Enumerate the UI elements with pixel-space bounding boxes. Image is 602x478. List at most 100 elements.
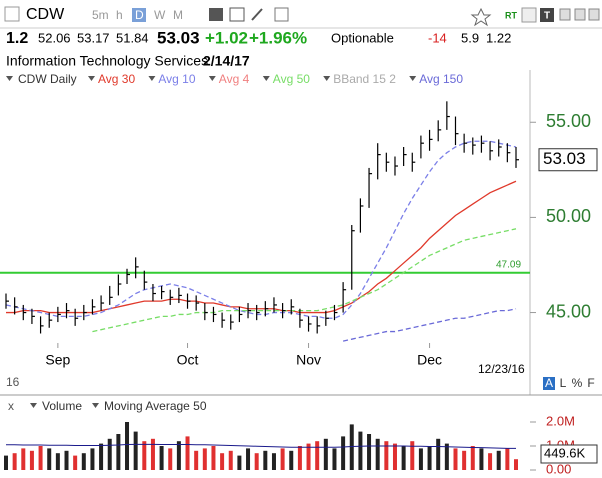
volume-bar	[159, 446, 164, 470]
volume-bar	[297, 446, 302, 470]
y-tick-label: 2.0M	[546, 413, 575, 428]
legend-entry: BBand 15 2	[333, 72, 396, 86]
volume-bar	[436, 438, 441, 470]
price-tag-label: 53.03	[543, 149, 586, 168]
ma-line	[6, 180, 517, 314]
bar-icon[interactable]	[209, 8, 223, 21]
interval[interactable]: 5m	[92, 8, 109, 22]
legend-arrow	[88, 76, 95, 81]
legend-arrow	[6, 76, 13, 81]
flag: F	[587, 376, 594, 390]
volume-bar	[176, 441, 181, 470]
volume-bar	[194, 450, 199, 470]
legend-entry: Avg 150	[419, 72, 463, 86]
legend-arrow	[262, 76, 270, 81]
flag: A	[545, 376, 553, 390]
ma-line	[92, 228, 517, 333]
legend-entry: Moving Average 50	[104, 399, 207, 413]
quote-field: 52.06	[38, 30, 71, 45]
interval[interactable]: W	[154, 8, 166, 22]
zoom-icon[interactable]	[521, 7, 537, 23]
quote-field: 51.84	[116, 30, 149, 45]
t-icon[interactable]: T	[544, 11, 550, 22]
volume-bar	[55, 453, 60, 470]
rt-icon[interactable]: RT	[505, 10, 517, 20]
legend-bg	[0, 70, 530, 90]
checkbox[interactable]	[4, 6, 20, 22]
volume-bar	[125, 422, 130, 470]
grid-icon[interactable]	[229, 7, 245, 22]
close-icon[interactable]	[588, 8, 600, 21]
x-tick-label: Sep	[45, 352, 70, 368]
volume-bar	[133, 431, 138, 470]
volume-bar	[220, 453, 225, 470]
volume-bar	[358, 431, 363, 470]
volume-bar	[427, 446, 432, 470]
legend-arrow	[208, 76, 216, 81]
volume-ma	[6, 443, 516, 449]
quote-field: 53.03	[157, 28, 200, 47]
symbol[interactable]: CDW	[26, 6, 65, 23]
quote-field: +1.02	[205, 28, 248, 47]
flag-box	[543, 377, 555, 390]
ma-line	[342, 308, 517, 342]
legend-entry: Avg 4	[219, 72, 250, 86]
minimize-icon[interactable]	[559, 8, 571, 21]
volume-bar	[488, 453, 493, 470]
volume-bar	[470, 446, 475, 470]
flag: L	[560, 376, 567, 390]
star-icon[interactable]	[470, 7, 492, 27]
t-box[interactable]	[540, 8, 554, 22]
volume-bar	[185, 436, 190, 470]
volume-bar	[99, 443, 104, 470]
volume-bar	[47, 448, 52, 470]
interval[interactable]: D	[135, 8, 144, 22]
pen-icon[interactable]	[251, 8, 263, 21]
interval[interactable]: M	[173, 8, 183, 22]
volume-bar	[202, 448, 207, 470]
volume-bar	[271, 453, 276, 470]
legend-arrow	[409, 76, 417, 81]
year-fragment: 16	[6, 375, 20, 389]
volume-bar	[418, 448, 423, 470]
x-tick-label: Dec	[417, 352, 442, 368]
flag: %	[572, 376, 583, 390]
legend-arrow	[148, 76, 156, 81]
interval[interactable]: h	[116, 8, 123, 22]
close-panel[interactable]: x	[8, 399, 14, 413]
industry: Information Technology Services	[6, 53, 208, 69]
legend-arrow	[323, 76, 331, 81]
y-tick-label: 45.00	[546, 301, 591, 321]
volume-bar	[168, 448, 173, 470]
legend-entry: Avg 50	[273, 72, 310, 86]
maximize-icon[interactable]	[574, 8, 586, 21]
x-tick-label: Oct	[177, 352, 199, 368]
volume-bar	[462, 450, 467, 470]
volume-bar	[81, 453, 86, 470]
legend-arrow	[92, 403, 99, 408]
volume-bar	[107, 438, 112, 470]
volume-bar	[306, 443, 311, 470]
volume-bar	[401, 446, 406, 470]
volume-bar	[142, 441, 147, 470]
volume-bar	[289, 450, 294, 470]
volume-bar	[444, 443, 449, 470]
legend-arrow	[30, 403, 37, 408]
price-tag	[538, 148, 598, 172]
volume-bar	[29, 450, 34, 470]
y-tick-label: 55.00	[546, 111, 591, 131]
sheet-icon[interactable]	[274, 7, 289, 22]
volume-bar	[496, 450, 501, 470]
volume-bar	[228, 450, 233, 470]
quote-field: 1.2	[6, 30, 28, 47]
volume-bar	[323, 438, 328, 470]
quote-field: 53.17	[77, 30, 110, 45]
volume-bar	[453, 448, 458, 470]
legend-entry: Volume	[42, 399, 82, 413]
last-date: 12/23/16	[478, 362, 525, 376]
volume-bar	[315, 441, 320, 470]
volume-bar	[38, 446, 43, 470]
volume-bar	[341, 436, 346, 470]
ma-line	[5, 140, 517, 319]
volume-bar	[505, 448, 510, 470]
